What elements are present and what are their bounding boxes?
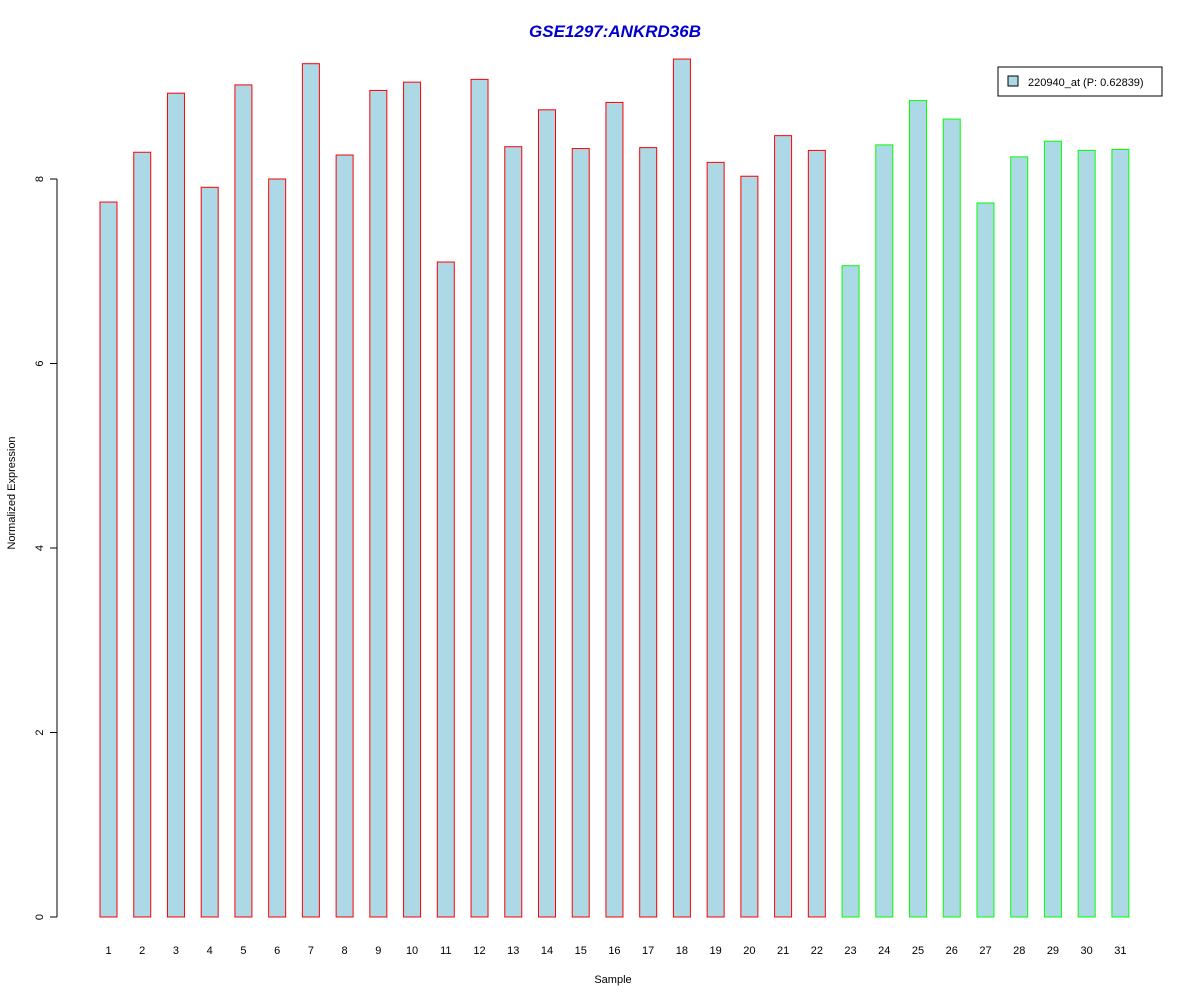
bar-sample-27	[976, 202, 995, 918]
y-tick-label: 4	[34, 545, 46, 551]
bar-sample-8	[335, 154, 354, 918]
x-tick-label: 26	[946, 945, 958, 957]
bar-sample-21	[774, 135, 793, 918]
chart-title: GSE1297:ANKRD36B	[529, 22, 701, 41]
bars-group	[99, 58, 1130, 918]
x-tick-label: 13	[507, 945, 519, 957]
x-tick-label: 3	[173, 945, 179, 957]
bar-sample-28	[1010, 156, 1029, 918]
x-tick-label: 15	[575, 945, 587, 957]
bar-sample-31	[1111, 148, 1130, 918]
legend-label: 220940_at (P: 0.62839)	[1028, 77, 1144, 89]
x-tick-label: 22	[811, 945, 823, 957]
x-tick-label: 30	[1081, 945, 1093, 957]
x-tick-label: 14	[541, 945, 553, 957]
x-tick-label: 9	[375, 945, 381, 957]
x-tick-label: 4	[207, 945, 213, 957]
bar-sample-17	[639, 147, 658, 918]
bar-sample-7	[301, 63, 320, 918]
x-tick-label: 7	[308, 945, 314, 957]
x-tick-label: 28	[1013, 945, 1025, 957]
bar-sample-19	[706, 161, 725, 918]
y-tick-label: 8	[34, 176, 46, 182]
bar-sample-23	[841, 265, 860, 918]
x-tick-label: 27	[979, 945, 991, 957]
x-tick-label: 12	[473, 945, 485, 957]
x-tick-label: 11	[440, 945, 451, 957]
bar-sample-13	[504, 146, 523, 918]
x-axis-label: Sample	[594, 974, 631, 986]
y-tick-label: 6	[34, 360, 46, 366]
x-tick-label: 17	[642, 945, 654, 957]
x-tick-label: 24	[878, 945, 890, 957]
bar-sample-18	[672, 58, 691, 918]
bar-sample-25	[909, 100, 928, 918]
bar-sample-29	[1043, 140, 1062, 918]
bar-sample-15	[571, 148, 590, 918]
legend-box	[997, 66, 1163, 97]
legend: 220940_at (P: 0.62839)	[997, 66, 1163, 97]
y-axis: 0 2 4 6 8	[34, 176, 58, 920]
legend-swatch	[1007, 75, 1019, 87]
bar-sample-24	[875, 144, 894, 918]
y-axis-label: Normalized Expression	[6, 436, 18, 549]
y-tick-label: 2	[34, 729, 46, 735]
x-tick-label: 31	[1114, 945, 1126, 957]
y-tick-label: 0	[34, 914, 46, 920]
bar-sample-11	[436, 261, 455, 918]
bar-sample-2	[133, 151, 152, 918]
x-tick-label: 19	[710, 945, 722, 957]
bar-sample-30	[1077, 149, 1096, 918]
x-tick-label: 10	[406, 945, 418, 957]
x-axis-tick-labels: 1 2 3 4 5 6 7 8 9 10 11 12 13 14 15 16 17 18 19 20 21 22 23 24 2…	[105, 945, 1126, 957]
bar-sample-16	[605, 101, 624, 918]
x-tick-label: 2	[139, 945, 145, 957]
bar-sample-9	[369, 89, 388, 918]
x-tick-label: 8	[342, 945, 348, 957]
bar-sample-6	[268, 178, 287, 918]
x-tick-label: 20	[743, 945, 755, 957]
bar-sample-20	[740, 175, 759, 918]
bar-sample-14	[537, 109, 556, 918]
x-tick-label: 18	[676, 945, 688, 957]
x-tick-label: 5	[240, 945, 246, 957]
bar-sample-26	[942, 118, 961, 918]
bar-sample-5	[234, 84, 253, 918]
bar-sample-10	[403, 81, 422, 918]
x-tick-label: 23	[844, 945, 856, 957]
bar-sample-3	[166, 92, 185, 918]
bar-sample-22	[807, 149, 826, 918]
x-tick-label: 29	[1047, 945, 1059, 957]
bar-sample-12	[470, 78, 489, 918]
x-tick-label: 25	[912, 945, 924, 957]
x-tick-label: 21	[777, 945, 789, 957]
x-tick-label: 1	[105, 945, 111, 957]
bar-sample-4	[200, 186, 219, 918]
bar-sample-1	[99, 201, 118, 918]
x-tick-label: 16	[608, 945, 620, 957]
x-tick-label: 6	[274, 945, 280, 957]
